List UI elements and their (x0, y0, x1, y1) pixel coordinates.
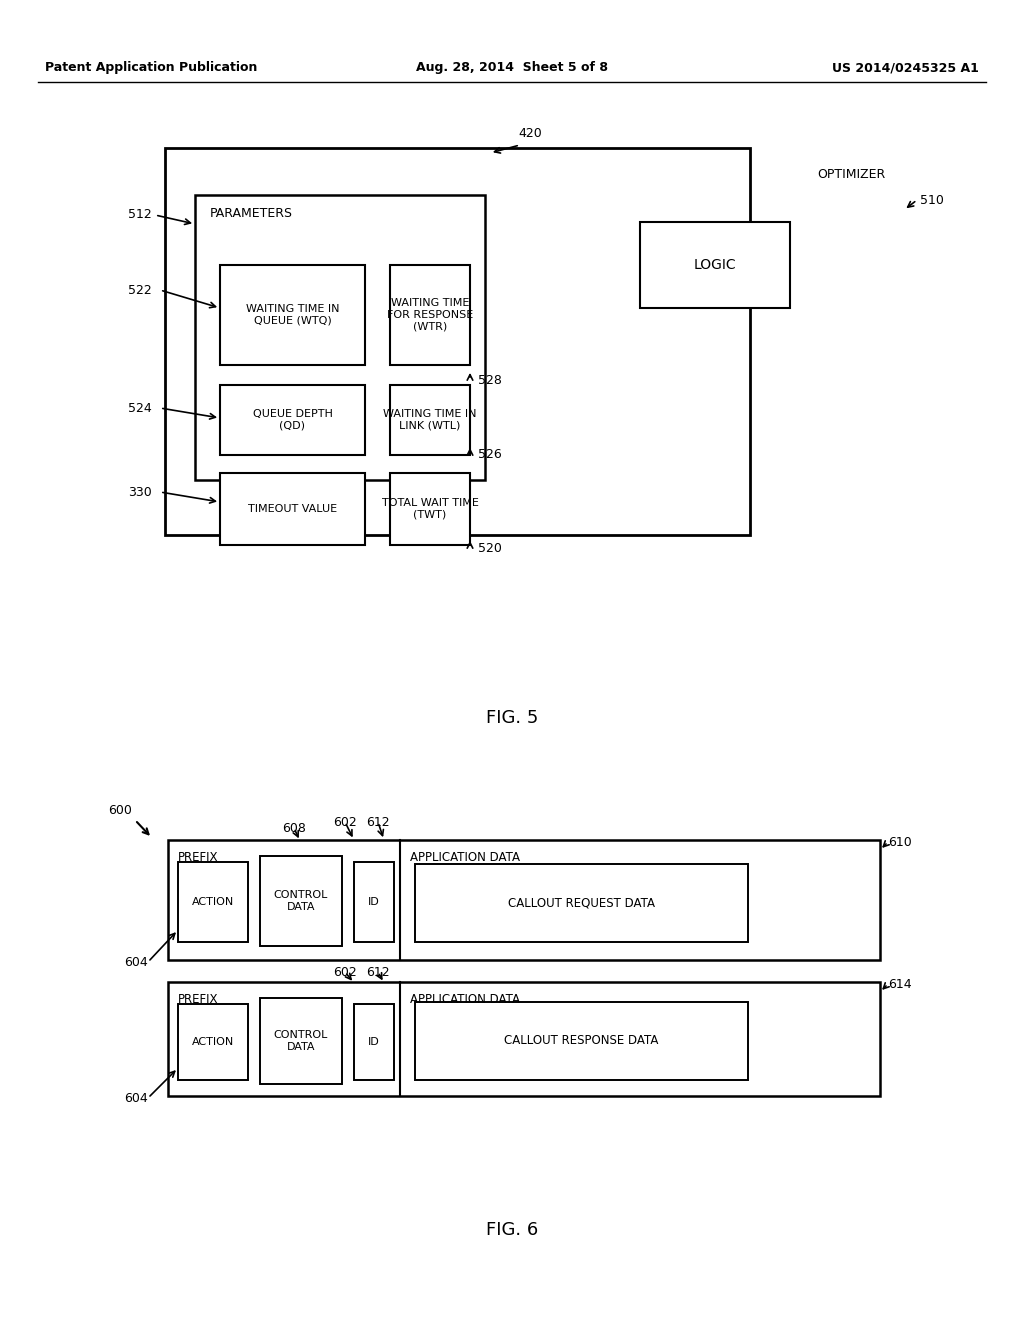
Text: PARAMETERS: PARAMETERS (210, 207, 293, 220)
Text: 610: 610 (888, 836, 911, 849)
Text: 602: 602 (333, 965, 357, 978)
Text: APPLICATION DATA: APPLICATION DATA (410, 851, 520, 865)
Text: WAITING TIME
FOR RESPONSE
(WTR): WAITING TIME FOR RESPONSE (WTR) (387, 298, 473, 331)
Text: 510: 510 (920, 194, 944, 206)
Bar (415, 1002, 748, 1080)
Text: TOTAL WAIT TIME
(TWT): TOTAL WAIT TIME (TWT) (382, 498, 478, 520)
Bar (390, 385, 470, 455)
Text: US 2014/0245325 A1: US 2014/0245325 A1 (833, 62, 979, 74)
Bar (390, 265, 470, 366)
Bar (178, 862, 248, 942)
Text: CALLOUT REQUEST DATA: CALLOUT REQUEST DATA (508, 896, 655, 909)
Text: WAITING TIME IN
QUEUE (WTQ): WAITING TIME IN QUEUE (WTQ) (246, 304, 339, 326)
Text: ACTION: ACTION (191, 898, 234, 907)
Text: LOGIC: LOGIC (693, 257, 736, 272)
Text: ID: ID (368, 1038, 380, 1047)
Text: Patent Application Publication: Patent Application Publication (45, 62, 257, 74)
Text: 604: 604 (124, 956, 148, 969)
Bar (195, 195, 485, 480)
Text: 602: 602 (333, 816, 357, 829)
Bar (168, 840, 880, 960)
Text: CALLOUT RESPONSE DATA: CALLOUT RESPONSE DATA (504, 1035, 658, 1048)
Text: 612: 612 (367, 965, 390, 978)
Bar (354, 862, 394, 942)
Text: 524: 524 (128, 401, 152, 414)
Bar (178, 1005, 248, 1080)
Bar (220, 385, 365, 455)
Bar (415, 865, 748, 942)
Text: CONTROL
DATA: CONTROL DATA (273, 1030, 328, 1052)
Text: PREFIX: PREFIX (178, 993, 218, 1006)
Bar (260, 855, 342, 946)
Text: FIG. 6: FIG. 6 (485, 1221, 539, 1239)
Bar (390, 473, 470, 545)
Bar (640, 222, 790, 308)
Text: ACTION: ACTION (191, 1038, 234, 1047)
Text: FIG. 5: FIG. 5 (485, 709, 539, 727)
Text: 614: 614 (888, 978, 911, 990)
Text: 612: 612 (367, 816, 390, 829)
Text: 608: 608 (282, 821, 306, 834)
Text: 420: 420 (518, 127, 542, 140)
Bar (168, 982, 880, 1096)
Bar (220, 265, 365, 366)
Text: 512: 512 (128, 209, 152, 222)
Bar (260, 998, 342, 1084)
Text: 520: 520 (478, 541, 502, 554)
Text: CONTROL
DATA: CONTROL DATA (273, 890, 328, 912)
Text: 528: 528 (478, 374, 502, 387)
Text: APPLICATION DATA: APPLICATION DATA (410, 993, 520, 1006)
Bar (165, 148, 750, 535)
Text: OPTIMIZER: OPTIMIZER (817, 168, 885, 181)
Text: TIMEOUT VALUE: TIMEOUT VALUE (248, 504, 337, 513)
Text: ID: ID (368, 898, 380, 907)
Text: 604: 604 (124, 1092, 148, 1105)
Text: 526: 526 (478, 447, 502, 461)
Text: PREFIX: PREFIX (178, 851, 218, 865)
Text: Aug. 28, 2014  Sheet 5 of 8: Aug. 28, 2014 Sheet 5 of 8 (416, 62, 608, 74)
Text: 600: 600 (108, 804, 132, 817)
Text: 522: 522 (128, 284, 152, 297)
Text: QUEUE DEPTH
(QD): QUEUE DEPTH (QD) (253, 409, 333, 430)
Bar (354, 1005, 394, 1080)
Text: WAITING TIME IN
LINK (WTL): WAITING TIME IN LINK (WTL) (383, 409, 477, 430)
Bar (220, 473, 365, 545)
Text: 330: 330 (128, 486, 152, 499)
